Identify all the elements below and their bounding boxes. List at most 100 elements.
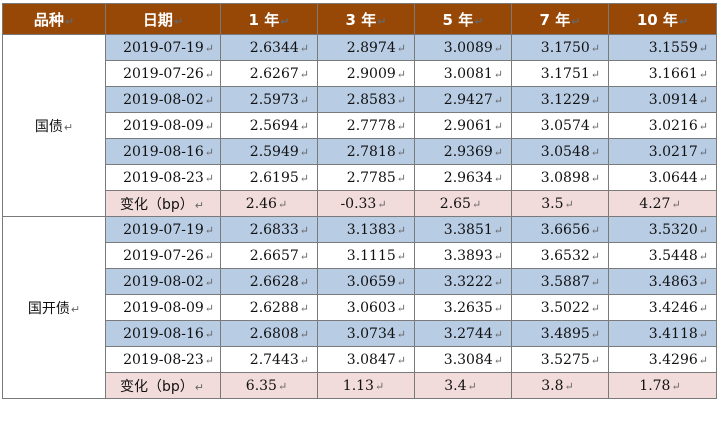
yield-cell-y7: 3.0574↵ <box>511 112 609 139</box>
yield-cell-y7: 3.6532↵ <box>511 242 609 269</box>
date-cell: 2019-07-26↵ <box>105 242 221 269</box>
yield-cell-y3: 3.1383↵ <box>317 216 415 243</box>
yield-cell-y7: 3.5275↵ <box>511 346 609 373</box>
yield-cell-y7: 3.1750↵ <box>511 34 609 61</box>
change-cell-y1: 6.35↵ <box>220 372 318 399</box>
date-cell: 2019-08-09↵ <box>105 294 221 321</box>
yield-cell-y3: 2.7785↵ <box>317 164 415 191</box>
change-cell-y10: 1.78↵ <box>608 372 717 399</box>
yield-cell-y10: 3.5320↵ <box>608 216 717 243</box>
table-row: 2019-07-26↵ 2.6657↵ 3.1115↵ 3.3893↵ 3.6532↵ 3… <box>3 242 717 269</box>
table-row: 2019-08-16↵ 2.6808↵ 3.0734↵ 3.2744↵ 3.4895↵ 3… <box>3 320 717 347</box>
yield-cell-y10: 3.1559↵ <box>608 34 717 61</box>
yield-cell-y1: 2.6195↵ <box>220 164 318 191</box>
table-row: 2019-07-26↵ 2.6267↵ 2.9009↵ 3.0081↵ 3.1751↵ 3… <box>3 60 717 87</box>
header-5y: 5 年↵ <box>414 3 512 35</box>
yield-cell-y3: 3.1115↵ <box>317 242 415 269</box>
yield-cell-y5: 3.2744↵ <box>414 320 512 347</box>
yield-cell-y10: 3.1661↵ <box>608 60 717 87</box>
yield-cell-y10: 3.4296↵ <box>608 346 717 373</box>
table-row: 2019-08-09↵ 2.5694↵ 2.7778↵ 2.9061↵ 3.0574↵ 3… <box>3 112 717 139</box>
yield-cell-y5: 2.9634↵ <box>414 164 512 191</box>
yield-cell-y10: 3.4863↵ <box>608 268 717 295</box>
yield-cell-y5: 3.0089↵ <box>414 34 512 61</box>
change-row: 变化（bp）↵ 2.46↵ -0.33↵ 2.65↵ 3.5↵ 4.27↵ <box>3 190 717 217</box>
header-1y: 1 年↵ <box>220 3 318 35</box>
date-cell: 2019-07-26↵ <box>105 60 221 87</box>
yield-cell-y10: 3.0216↵ <box>608 112 717 139</box>
yield-cell-y5: 3.3893↵ <box>414 242 512 269</box>
header-variety: 品种↵ <box>2 3 106 35</box>
yield-cell-y3: 3.0603↵ <box>317 294 415 321</box>
yield-cell-y3: 2.7778↵ <box>317 112 415 139</box>
date-cell: 2019-08-16↵ <box>105 138 221 165</box>
yield-cell-y3: 3.0734↵ <box>317 320 415 347</box>
bond-yield-table: 品种↵ 日期↵ 1 年↵ 3 年↵ 5 年↵ 7 年↵ 10 年↵ 国债↵ 201… <box>2 3 717 399</box>
change-label: 变化（bp）↵ <box>105 190 221 217</box>
change-label: 变化（bp）↵ <box>105 372 221 399</box>
yield-cell-y7: 3.5022↵ <box>511 294 609 321</box>
header-7y: 7 年↵ <box>511 3 609 35</box>
date-cell: 2019-08-02↵ <box>105 268 221 295</box>
header-row: 品种↵ 日期↵ 1 年↵ 3 年↵ 5 年↵ 7 年↵ 10 年↵ <box>2 3 717 35</box>
yield-cell-y1: 2.6628↵ <box>220 268 318 295</box>
change-cell-y5: 2.65↵ <box>414 190 512 217</box>
yield-cell-y1: 2.6808↵ <box>220 320 318 347</box>
date-cell: 2019-08-16↵ <box>105 320 221 347</box>
yield-cell-y1: 2.5973↵ <box>220 86 318 113</box>
header-3y: 3 年↵ <box>317 3 415 35</box>
change-cell-y5: 3.4↵ <box>414 372 512 399</box>
table-row: 2019-08-23↵ 2.6195↵ 2.7785↵ 2.9634↵ 3.0898↵ 3… <box>3 164 717 191</box>
yield-cell-y10: 3.0644↵ <box>608 164 717 191</box>
yield-cell-y7: 3.6656↵ <box>511 216 609 243</box>
yield-cell-y1: 2.6288↵ <box>220 294 318 321</box>
yield-cell-y10: 3.0217↵ <box>608 138 717 165</box>
yield-cell-y3: 2.7818↵ <box>317 138 415 165</box>
header-date: 日期↵ <box>105 3 221 35</box>
table-row: 国开债↵ 2019-07-19↵ 2.6833↵ 3.1383↵ 3.3851↵ 3.66… <box>2 216 717 399</box>
table-row: 国债↵ 2019-07-19↵ 2.6344↵ 2.8974↵ 3.0089↵ 3.175… <box>2 34 717 217</box>
table-row: 2019-08-02↵ 2.5973↵ 2.8583↵ 2.9427↵ 3.1229↵ 3… <box>3 86 717 113</box>
table-row: 2019-08-02↵ 2.6628↵ 3.0659↵ 3.3222↵ 3.5887↵ 3… <box>3 268 717 295</box>
yield-cell-y7: 3.1229↵ <box>511 86 609 113</box>
yield-cell-y3: 2.8974↵ <box>317 34 415 61</box>
yield-cell-y7: 3.0548↵ <box>511 138 609 165</box>
yield-cell-y5: 2.9369↵ <box>414 138 512 165</box>
yield-cell-y7: 3.5887↵ <box>511 268 609 295</box>
yield-cell-y5: 3.3084↵ <box>414 346 512 373</box>
yield-cell-y3: 3.0847↵ <box>317 346 415 373</box>
yield-cell-y3: 2.8583↵ <box>317 86 415 113</box>
yield-cell-y5: 3.0081↵ <box>414 60 512 87</box>
yield-cell-y10: 3.5448↵ <box>608 242 717 269</box>
table-body: 国债↵ 2019-07-19↵ 2.6344↵ 2.8974↵ 3.0089↵ 3.175… <box>2 34 717 399</box>
change-cell-y3: 1.13↵ <box>317 372 415 399</box>
yield-cell-y10: 3.4246↵ <box>608 294 717 321</box>
table-row: 2019-08-09↵ 2.6288↵ 3.0603↵ 3.2635↵ 3.5022↵ 3… <box>3 294 717 321</box>
table-row: 2019-08-23↵ 2.7443↵ 3.0847↵ 3.3084↵ 3.5275↵ 3… <box>3 346 717 373</box>
yield-cell-y1: 2.5949↵ <box>220 138 318 165</box>
yield-cell-y10: 3.4118↵ <box>608 320 717 347</box>
change-cell-y1: 2.46↵ <box>220 190 318 217</box>
date-cell: 2019-08-02↵ <box>105 86 221 113</box>
date-cell: 2019-08-09↵ <box>105 112 221 139</box>
yield-cell-y5: 3.3851↵ <box>414 216 512 243</box>
yield-cell-y5: 3.3222↵ <box>414 268 512 295</box>
yield-cell-y3: 3.0659↵ <box>317 268 415 295</box>
yield-cell-y10: 3.0914↵ <box>608 86 717 113</box>
yield-cell-y7: 3.0898↵ <box>511 164 609 191</box>
yield-cell-y3: 2.9009↵ <box>317 60 415 87</box>
yield-cell-y1: 2.6344↵ <box>220 34 318 61</box>
yield-cell-y7: 3.4895↵ <box>511 320 609 347</box>
category-label: 国债↵ <box>2 34 106 217</box>
change-cell-y7: 3.8↵ <box>511 372 609 399</box>
yield-cell-y5: 2.9427↵ <box>414 86 512 113</box>
yield-cell-y7: 3.1751↵ <box>511 60 609 87</box>
change-cell-y3: -0.33↵ <box>317 190 415 217</box>
header-10y: 10 年↵ <box>608 3 717 35</box>
yield-cell-y5: 3.2635↵ <box>414 294 512 321</box>
yield-cell-y1: 2.6657↵ <box>220 242 318 269</box>
yield-cell-y1: 2.5694↵ <box>220 112 318 139</box>
change-cell-y10: 4.27↵ <box>608 190 717 217</box>
yield-cell-y1: 2.6267↵ <box>220 60 318 87</box>
change-cell-y7: 3.5↵ <box>511 190 609 217</box>
